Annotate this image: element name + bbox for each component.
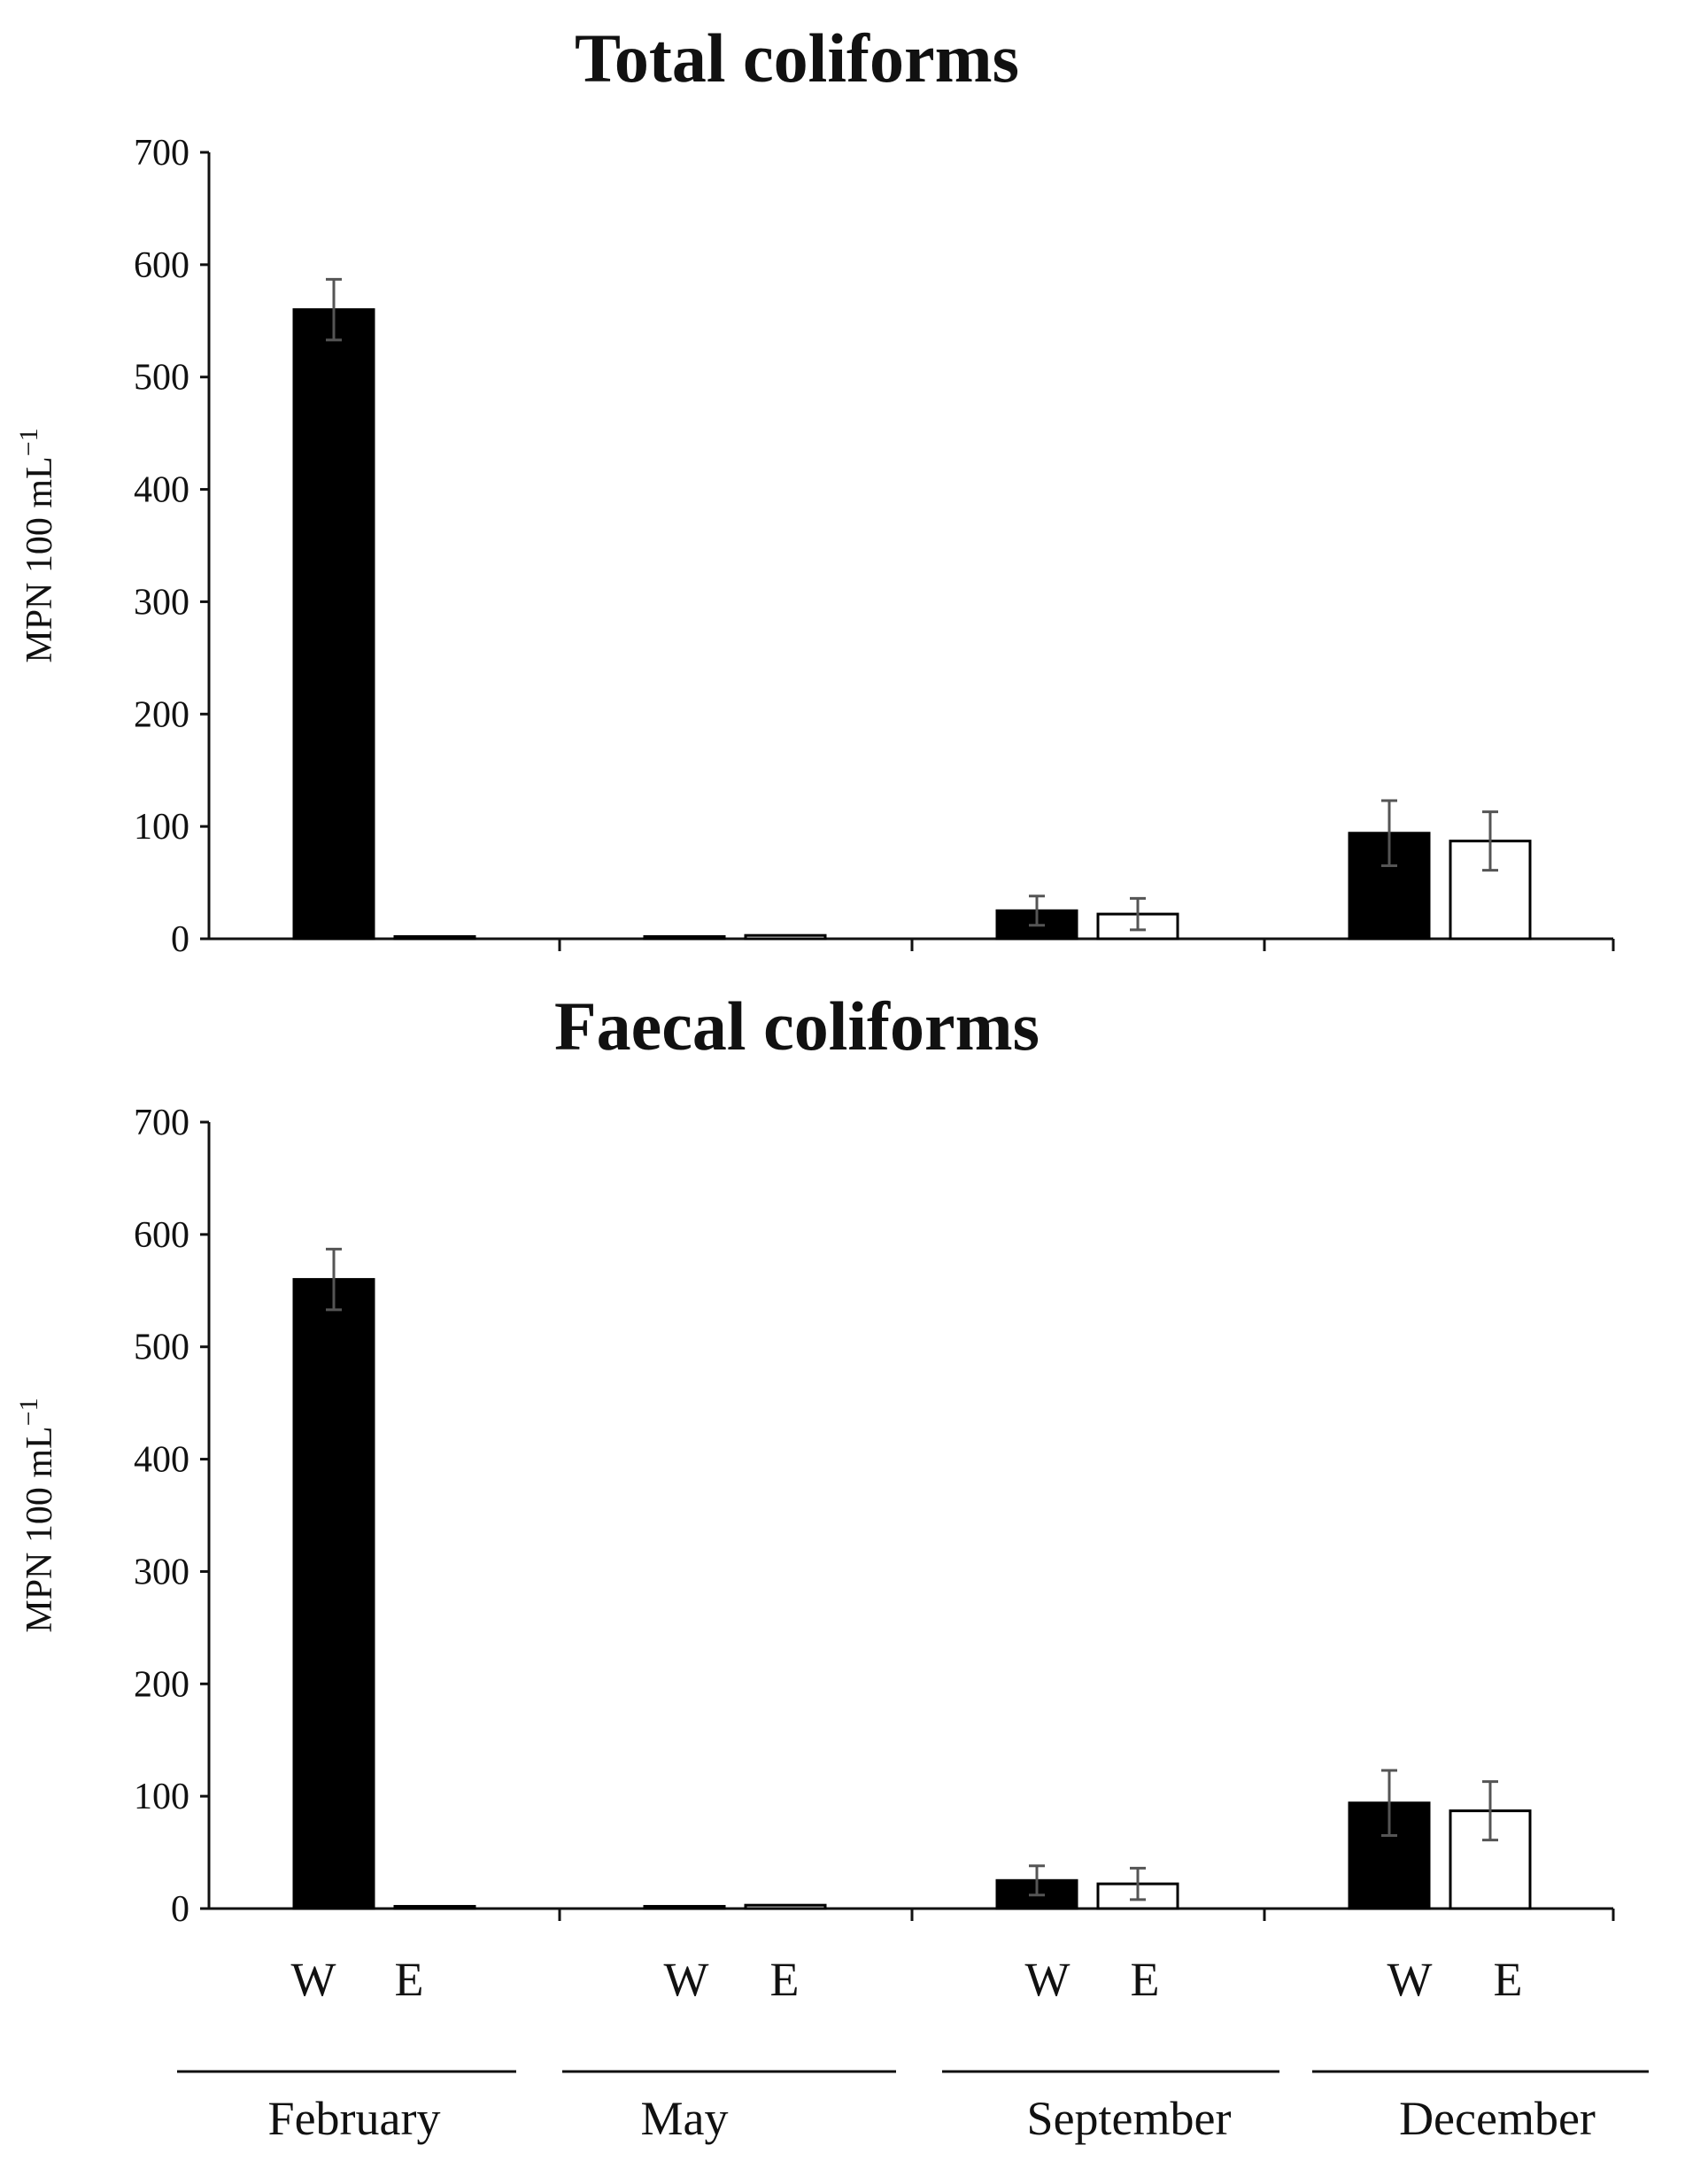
y-axis-title: MPN 100 mL−1 (14, 428, 60, 662)
series-label-e: E (770, 1953, 800, 2006)
y-tick-label: 600 (134, 245, 189, 286)
bar-w-may (643, 934, 726, 941)
y-tick-label: 0 (171, 919, 189, 960)
bar-w-february (292, 308, 375, 941)
month-label-may: May (641, 2092, 729, 2145)
total-coliforms-panel: Total coliforms 0 100 200 300 400 500 600 700 MPN… (14, 19, 1615, 960)
y-tick-label: 300 (134, 1552, 189, 1592)
series-label-w: W (1387, 1953, 1433, 2006)
series-label-e: E (395, 1953, 424, 2006)
series-label-e: E (1131, 1953, 1160, 2006)
month-label-december: December (1399, 2092, 1596, 2145)
bar-e-february (393, 1904, 476, 1910)
y-tick-label: 100 (134, 1777, 189, 1817)
bar-w-february (292, 1278, 375, 1910)
y-tick-label: 500 (134, 358, 189, 399)
y-tick-label: 200 (134, 1664, 189, 1705)
series-label-w: W (1025, 1953, 1071, 2006)
month-label-september: September (1027, 2092, 1232, 2145)
bar-w-may (643, 1904, 726, 1910)
y-tick-label: 700 (134, 133, 189, 174)
y-tick-label: 100 (134, 807, 189, 848)
month-label-february: February (268, 2092, 441, 2145)
series-label-e: E (1494, 1953, 1523, 2006)
month-group-labels: W E W E W E W E February May September December (177, 1953, 1649, 2145)
y-tick-label: 400 (134, 1440, 189, 1481)
y-axis-title: MPN 100 mL−1 (14, 1398, 60, 1632)
y-tick-label: 600 (134, 1215, 189, 1256)
y-tick-label: 0 (171, 1889, 189, 1930)
series-label-w: W (291, 1953, 336, 2006)
bar-e-may (744, 933, 827, 941)
series-label-w: W (664, 1953, 709, 2006)
y-tick-label: 300 (134, 582, 189, 623)
y-tick-label: 400 (134, 470, 189, 511)
chart-title: Faecal coliforms (554, 987, 1040, 1065)
faecal-coliforms-panel: Faecal coliforms 0 100 200 300 400 500 600 700 MP… (14, 987, 1615, 1930)
bar-e-may (744, 1903, 827, 1910)
y-tick-label: 200 (134, 694, 189, 735)
y-tick-label: 500 (134, 1328, 189, 1368)
chart-title: Total coliforms (575, 19, 1019, 97)
y-tick-label: 700 (134, 1103, 189, 1143)
bar-e-february (393, 934, 476, 941)
